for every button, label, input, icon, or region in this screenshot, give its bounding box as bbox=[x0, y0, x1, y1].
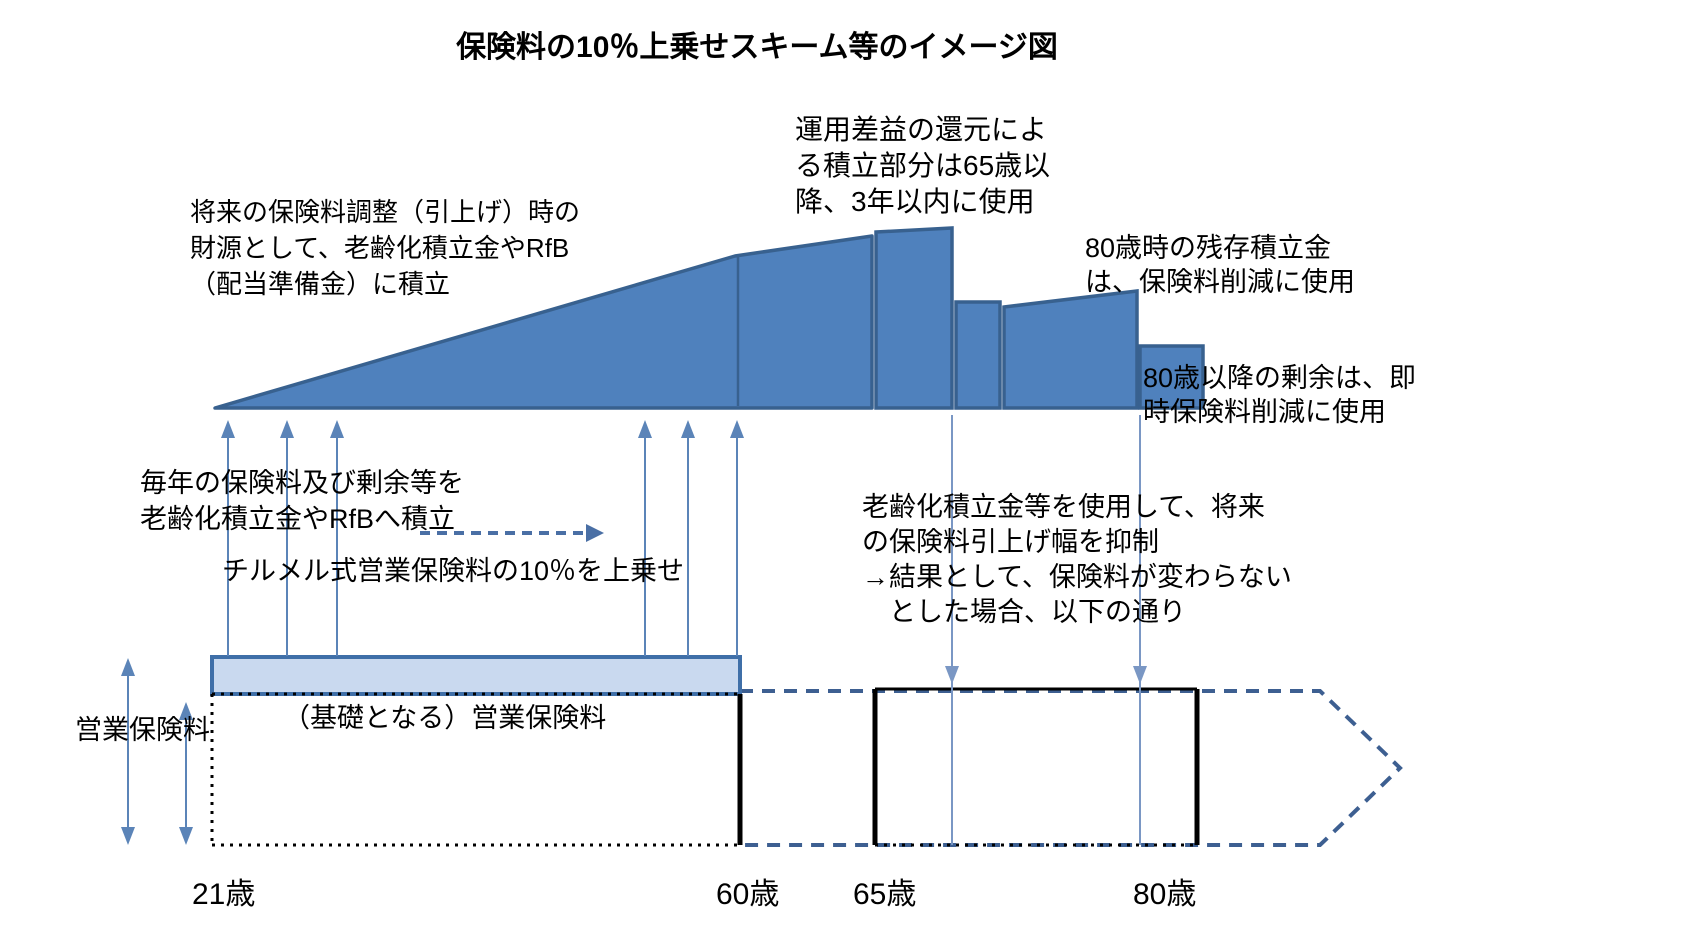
up-arrow bbox=[330, 420, 344, 656]
sales-premium-label: 営業保険料 bbox=[75, 715, 210, 745]
mountain-slope-polygon bbox=[213, 234, 874, 410]
total-premium-double-arrow bbox=[121, 658, 135, 845]
down-arrow-group bbox=[945, 415, 1147, 845]
annotation-line: 時保険料削減に使用 bbox=[1143, 397, 1386, 427]
mountain-small-block bbox=[1138, 344, 1205, 410]
annotation-line: の保険料引上げ幅を抑制 bbox=[862, 527, 1159, 557]
annotation-yearly-premium: 毎年の保険料及び剰余等を 老齢化積立金やRfBへ積立 bbox=[140, 465, 464, 537]
down-arrow bbox=[1133, 415, 1147, 845]
annotation-line: は、保険料削減に使用 bbox=[1085, 267, 1355, 297]
annotation-line: る積立部分は65歳以 bbox=[795, 150, 1051, 181]
annotation-line: 老齢化積立金やRfBへ積立 bbox=[140, 504, 456, 534]
future-dashed-chevron bbox=[740, 689, 1403, 847]
annotation-line: とした場合、以下の通り bbox=[862, 597, 1186, 627]
accumulate-dashed-arrow bbox=[420, 524, 604, 542]
premium-height-arrows bbox=[121, 658, 193, 845]
up-arrow bbox=[280, 420, 294, 656]
annotation-line: 降、3年以内に使用 bbox=[795, 186, 1035, 217]
age-label-65: 65歳 bbox=[853, 878, 917, 911]
up-arrow bbox=[730, 420, 744, 656]
annotation-line: 80歳時の残存積立金 bbox=[1085, 233, 1332, 263]
base-premium-label: （基礎となる）営業保険料 bbox=[283, 703, 607, 733]
up-arrow-group bbox=[221, 420, 744, 656]
annotation-line: 毎年の保険料及び剰余等を bbox=[140, 468, 464, 498]
annotation-line: 財源として、老齢化積立金やRfB bbox=[190, 233, 570, 263]
annotation-line: 80歳以降の剰余は、即 bbox=[1143, 363, 1417, 393]
annotation-future-adjustment: 将来の保険料調整（引上げ）時の 財源として、老齢化積立金やRfB （配当準備金）… bbox=[190, 194, 580, 302]
up-arrow bbox=[638, 420, 652, 656]
up-arrow bbox=[221, 420, 235, 656]
page-title: 保険料の10％上乗せスキーム等のイメージ図 bbox=[456, 31, 1058, 64]
annotation-line: （配当準備金）に積立 bbox=[190, 269, 451, 299]
mountain-medium-block bbox=[954, 300, 1002, 410]
annotation-age80-after: 80歳以降の剰余は、即 時保険料削減に使用 bbox=[1143, 361, 1416, 429]
up-arrow bbox=[681, 420, 695, 656]
ten-percent-strip bbox=[210, 655, 742, 696]
annotation-zillmer: チルメル式営業保険料の10％を上乗せ bbox=[222, 556, 685, 586]
mountain-tall-block bbox=[874, 226, 954, 410]
annotation-age80-remaining: 80歳時の残存積立金 は、保険料削減に使用 bbox=[1085, 231, 1355, 299]
down-arrow bbox=[945, 415, 959, 845]
age-label-21: 21歳 bbox=[192, 878, 256, 911]
age-label-80: 80歳 bbox=[1133, 878, 1197, 911]
annotation-line: 将来の保険料調整（引上げ）時の bbox=[190, 197, 581, 227]
annotation-aging-fund-use: 老齢化積立金等を使用して、将来 の保険料引上げ幅を抑制 →結果として、保険料が変… bbox=[862, 490, 1292, 630]
annotation-line: 老齢化積立金等を使用して、将来 bbox=[862, 492, 1265, 522]
annotation-surplus-return: 運用差益の還元によ る積立部分は65歳以 降、3年以内に使用 bbox=[795, 112, 1050, 220]
mountain-wide-block bbox=[1002, 289, 1139, 410]
annotation-line: →結果として、保険料が変わらない bbox=[862, 562, 1292, 592]
age-label-60: 60歳 bbox=[716, 878, 780, 911]
base-premium-double-arrow bbox=[179, 702, 193, 845]
annotation-line: 運用差益の還元によ bbox=[795, 114, 1048, 145]
